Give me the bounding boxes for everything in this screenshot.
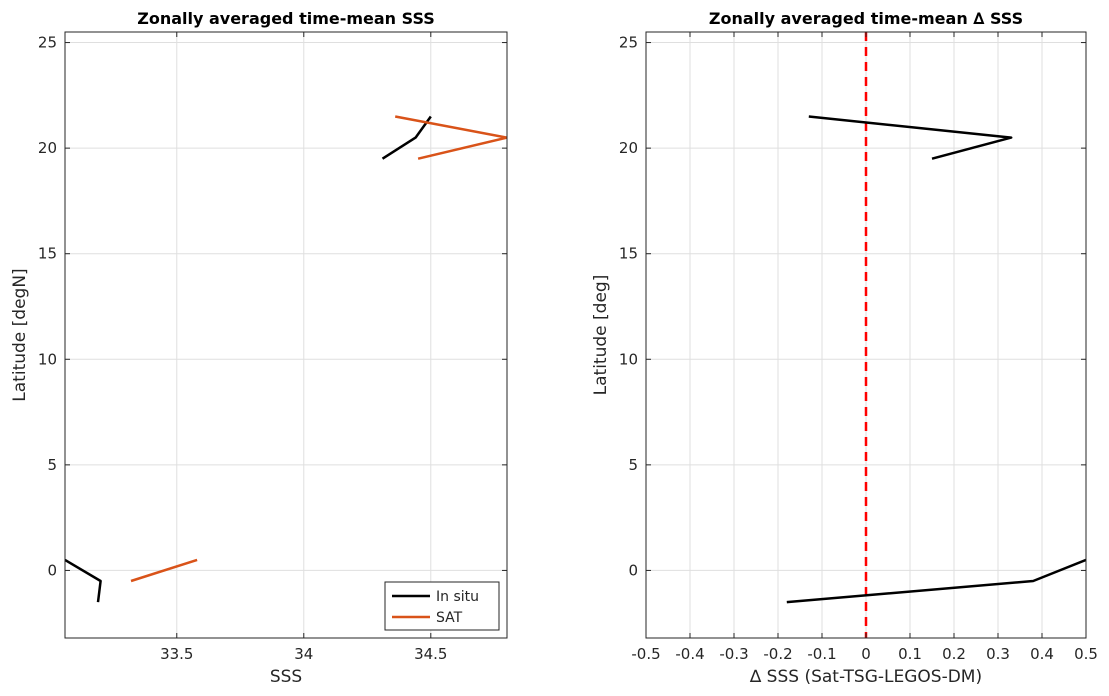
y-axis-label: Latitude [deg] xyxy=(591,275,611,396)
y-tick-label: 10 xyxy=(619,350,638,368)
x-tick-label: -0.2 xyxy=(763,645,792,663)
chart-panel-2: -0.5 -0.4 -0.3 -0.2 -0.1 0 0.1 0.2 0.3 0.4 0.5 0 5 10… xyxy=(591,9,1098,687)
series-2-segment-1 xyxy=(130,558,198,583)
legend-label-2: SAT xyxy=(436,610,463,626)
x-tick-label: -0.4 xyxy=(675,645,704,663)
legend-box xyxy=(384,581,500,631)
series-1-segment-1 xyxy=(786,558,1086,604)
series-group xyxy=(786,115,1086,604)
series-group xyxy=(65,115,507,603)
y-tick-label: 15 xyxy=(619,245,638,263)
x-axis-label: ∆ SSS (Sat-TSG-LEGOS-DM) xyxy=(749,667,982,687)
x-tick-label: -0.1 xyxy=(807,645,836,663)
chart-panel-1: 33.5 34 34.5 0 5 10 15 20 25 Zonally averaged tim… xyxy=(10,9,508,687)
legend: In situ SAT xyxy=(384,581,500,631)
y-tick-label: 0 xyxy=(47,561,57,579)
y-tick-label: 5 xyxy=(47,456,57,474)
chart-title: Zonally averaged time-mean ∆ SSS xyxy=(709,9,1023,28)
x-tick-label: 33.5 xyxy=(160,645,193,663)
x-tick-label: 0.2 xyxy=(942,645,966,663)
x-tick-label: 0.3 xyxy=(986,645,1010,663)
axes-box xyxy=(64,31,508,639)
x-tick-label: 0.1 xyxy=(898,645,922,663)
y-tick-label: 0 xyxy=(628,561,638,579)
y-tick-label: 25 xyxy=(619,34,638,52)
legend-label-1: In situ xyxy=(436,589,479,605)
x-axis-label: SSS xyxy=(270,667,302,687)
y-tick-label: 15 xyxy=(38,245,57,263)
y-axis-label: Latitude [degN] xyxy=(10,268,30,401)
y-tick-label: 10 xyxy=(38,350,57,368)
series-2-segment-2 xyxy=(394,115,507,160)
y-tick-label: 25 xyxy=(38,34,57,52)
x-tick-label: 34 xyxy=(294,645,313,663)
y-tick-label: 20 xyxy=(619,139,638,157)
chart-title: Zonally averaged time-mean SSS xyxy=(137,9,435,28)
x-tick-label: 0 xyxy=(861,645,871,663)
y-tick-label: 5 xyxy=(628,456,638,474)
x-tick-label: 0.4 xyxy=(1030,645,1054,663)
y-tick-label: 20 xyxy=(38,139,57,157)
x-tick-label: -0.5 xyxy=(631,645,660,663)
x-tick-label: 34.5 xyxy=(414,645,447,663)
x-tick-label: 0.5 xyxy=(1074,645,1098,663)
series-1-segment-1 xyxy=(65,558,102,603)
x-tick-label: -0.3 xyxy=(719,645,748,663)
series-1-segment-2 xyxy=(808,115,1013,160)
